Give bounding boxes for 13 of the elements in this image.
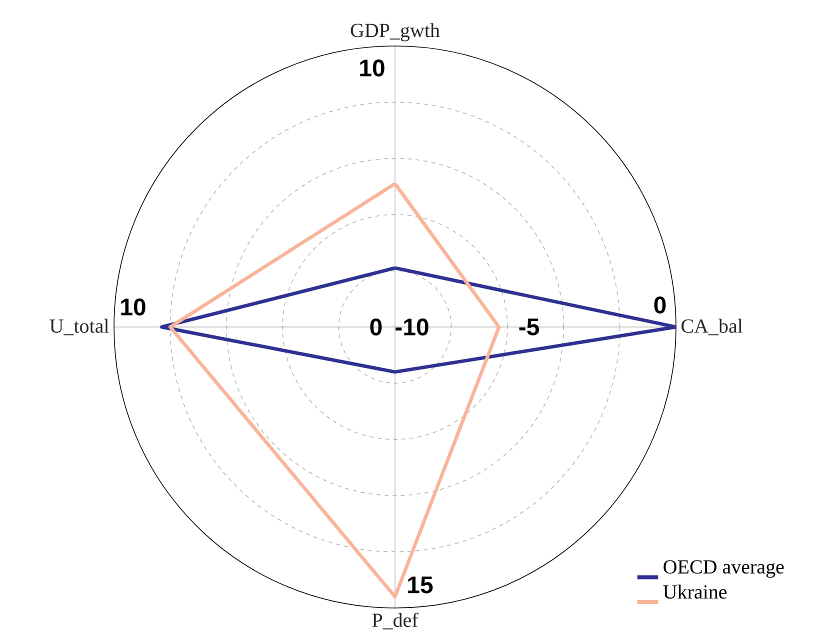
spoke-label: P_def (372, 612, 418, 630)
text: -5 (519, 318, 540, 336)
legend-label: Ukraine (663, 584, 727, 599)
text: 0 (370, 318, 382, 336)
text: 10 (121, 298, 146, 316)
text: -10 (396, 318, 428, 336)
spoke-label: CA_bal (682, 318, 743, 336)
text: 15 (408, 576, 433, 594)
text: 0 (654, 296, 666, 314)
spoke-label: U_total (50, 318, 109, 336)
legend-label: OECD average (664, 560, 784, 578)
spoke-label: GDP_gwth (350, 23, 440, 42)
text: 10 (360, 59, 384, 76)
